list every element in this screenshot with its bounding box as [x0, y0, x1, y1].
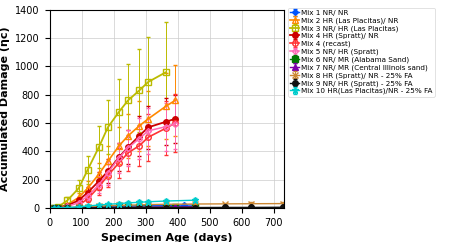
Legend: Mix 1 NR/ NR, Mix 2 HR (Las Placitas)/ NR, Mix 3 NR/ HR (Las Placitas), Mix 4 HR: Mix 1 NR/ NR, Mix 2 HR (Las Placitas)/ N… — [288, 8, 435, 97]
Y-axis label: Accumulated Damage (ηc): Accumulated Damage (ηc) — [0, 27, 9, 191]
X-axis label: Specimen Age (days): Specimen Age (days) — [101, 233, 232, 242]
